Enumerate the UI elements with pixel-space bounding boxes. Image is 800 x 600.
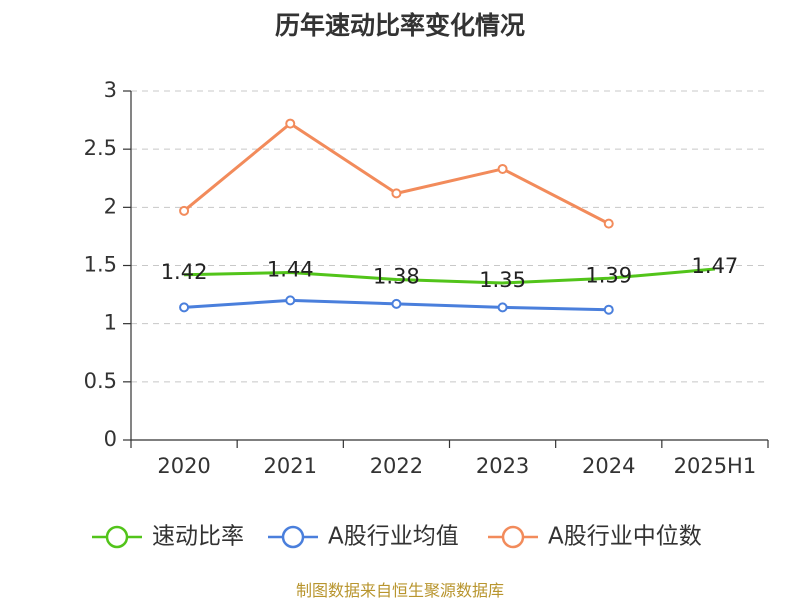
data-point	[391, 298, 402, 309]
data-label: 1.38	[373, 264, 420, 288]
axes: 0 0.5 1 1.5 2 2.5 3 2020 2021 2022 2023 2024 2025H1	[84, 78, 769, 478]
y-tick-label: 1	[104, 311, 117, 335]
y-tick-label: 2.5	[84, 136, 117, 160]
data-label: 1.44	[267, 257, 314, 281]
source-note: 制图数据来自恒生聚源数据库	[295, 581, 504, 600]
series-lines	[179, 118, 716, 315]
legend-item-label[interactable]: 速动比率	[152, 524, 244, 550]
x-tick-label: 2022	[370, 454, 423, 478]
data-point	[603, 304, 614, 315]
legend-swatch-marker	[281, 525, 305, 549]
x-tick-label: 2023	[476, 454, 529, 478]
data-point	[285, 118, 296, 129]
data-point	[497, 302, 508, 313]
data-label: 1.42	[161, 260, 208, 284]
x-tick-label: 2020	[157, 454, 210, 478]
y-tick-label: 3	[104, 78, 117, 102]
data-point	[285, 295, 296, 306]
x-tick-label: 2025H1	[674, 454, 757, 478]
legend-swatch-marker	[105, 525, 129, 549]
chart-title: 历年速动比率变化情况	[274, 11, 525, 40]
legend-swatch-marker	[501, 525, 525, 549]
data-point	[179, 205, 190, 216]
series-line	[183, 122, 610, 225]
data-label: 1.35	[479, 268, 526, 292]
legend-item-label[interactable]: A股行业中位数	[548, 524, 702, 550]
x-tick-label: 2021	[264, 454, 317, 478]
grid-lines	[131, 90, 768, 383]
data-point	[603, 218, 614, 229]
y-tick-label: 0	[104, 427, 117, 451]
data-labels: 1.42 1.44 1.38 1.35 1.39 1.47	[161, 254, 739, 292]
y-tick-label: 1.5	[84, 253, 117, 277]
legend-item-label[interactable]: A股行业均值	[328, 524, 459, 550]
series-line	[184, 267, 716, 285]
x-tick-label: 2024	[582, 454, 635, 478]
data-point	[391, 188, 402, 199]
data-point	[179, 302, 190, 313]
data-label: 1.47	[692, 254, 739, 278]
y-tick-label: 2	[104, 194, 117, 218]
y-tick-label: 0.5	[84, 369, 117, 393]
legend: 速动比率 A股行业均值 A股行业中位数	[92, 524, 702, 550]
data-point	[497, 163, 508, 174]
data-label: 1.39	[585, 263, 632, 287]
